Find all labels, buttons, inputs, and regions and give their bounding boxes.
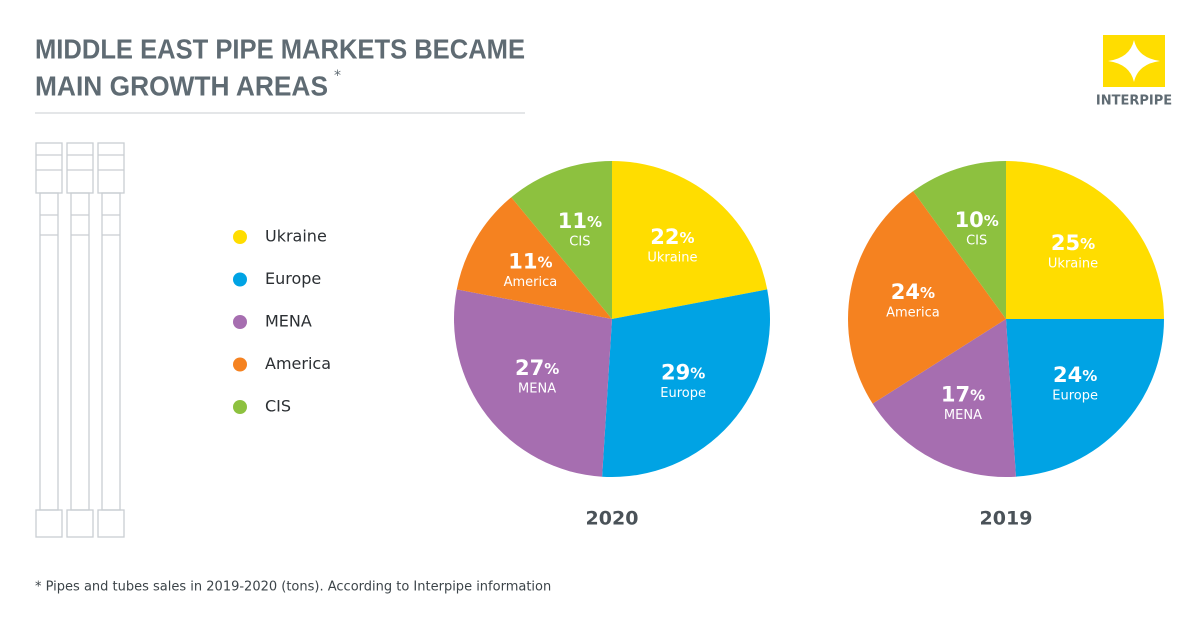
slice-value: 27% [515,356,559,380]
value-unit: % [1082,366,1097,384]
slice-category: America [886,306,940,321]
slice-category: MENA [944,408,982,423]
value-unit: % [544,360,559,378]
slice-value: 11% [508,250,552,274]
pie-slice [848,191,1006,404]
pie-title: 2020 [586,508,639,530]
slice-category: Ukraine [1048,256,1098,271]
value-number: 10 [955,208,984,232]
slice-category: America [504,275,558,290]
legend-marker [233,272,247,287]
pie-slice [1006,319,1164,477]
slice-value: 24% [1053,363,1097,387]
value-number: 17 [941,382,970,406]
value-number: 22 [650,225,679,249]
value-unit: % [1080,234,1095,252]
legend-marker [233,230,247,244]
slice-value: 24% [891,280,935,304]
legend-label: MENA [265,312,312,331]
slice-category: MENA [518,382,556,397]
pie-title: 2019 [980,508,1033,530]
value-unit: % [970,386,985,404]
value-unit: % [680,228,695,246]
pie-slice [1006,161,1164,319]
title-line: MIDDLE EAST PIPE MARKETS BECAME [35,33,525,64]
logo-text: INTERPIPE [1096,94,1172,109]
pie-slice [453,289,612,477]
value-number: 25 [1051,231,1080,255]
slice-value: 10% [955,208,999,232]
title-line: MAIN GROWTH AREAS [35,70,328,101]
value-unit: % [538,253,553,271]
legend-label: America [265,354,331,373]
legend-marker [233,357,247,372]
pie-slice [872,319,1016,477]
logo: INTERPIPE [1096,35,1172,109]
slice-category: Ukraine [647,250,697,265]
slice-value: 22% [650,225,694,249]
pie-slice [602,289,771,478]
value-number: 11 [508,250,537,274]
legend-label: Europe [265,269,321,288]
slice-value: 17% [941,382,985,406]
asterisk: * [334,68,341,84]
legend-label: Ukraine [265,227,327,246]
pipes-decoration [35,142,125,538]
pie-slice [511,161,612,319]
value-number: 29 [661,361,690,385]
slice-category: Europe [660,386,706,401]
slice-category: CIS [966,233,987,248]
value-number: 11 [558,209,587,233]
legend-marker [233,315,247,329]
value-unit: % [984,211,999,229]
slice-value: 25% [1051,231,1095,255]
slice-category: CIS [569,234,590,249]
value-unit: % [690,364,705,382]
pie-slice [913,161,1006,319]
value-number: 24 [891,280,920,304]
logo-star [1108,40,1160,82]
pie-slice [612,161,768,319]
pie-slice [456,197,612,319]
slice-value: 11% [558,209,602,233]
legend-label: CIS [265,397,291,416]
footnote: * Pipes and tubes sales in 2019-2020 (to… [35,580,551,595]
legend-marker [233,400,247,414]
slice-value: 29% [661,361,705,385]
value-number: 27 [515,356,544,380]
value-number: 24 [1053,363,1082,387]
value-unit: % [920,284,935,302]
value-unit: % [587,212,602,230]
slice-category: Europe [1052,388,1098,403]
